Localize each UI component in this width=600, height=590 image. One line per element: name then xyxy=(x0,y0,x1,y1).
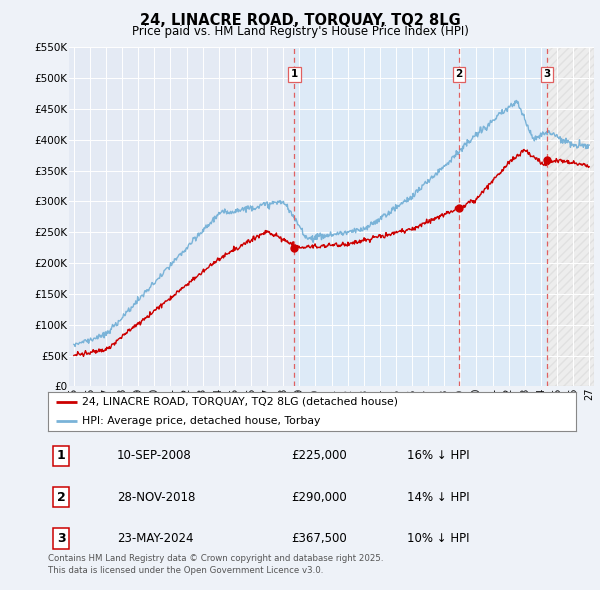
Text: 2: 2 xyxy=(57,490,65,504)
Text: 16% ↓ HPI: 16% ↓ HPI xyxy=(407,449,470,463)
Text: 3: 3 xyxy=(57,532,65,545)
Text: 3: 3 xyxy=(544,70,551,79)
Text: 10-SEP-2008: 10-SEP-2008 xyxy=(116,449,191,463)
Text: 1: 1 xyxy=(57,449,65,463)
Text: 14% ↓ HPI: 14% ↓ HPI xyxy=(407,490,470,504)
Bar xyxy=(294,47,547,386)
Text: 24, LINACRE ROAD, TORQUAY, TQ2 8LG (detached house): 24, LINACRE ROAD, TORQUAY, TQ2 8LG (deta… xyxy=(82,397,398,407)
Text: £367,500: £367,500 xyxy=(291,532,347,545)
Text: 10% ↓ HPI: 10% ↓ HPI xyxy=(407,532,470,545)
Bar xyxy=(547,47,594,386)
Text: HPI: Average price, detached house, Torbay: HPI: Average price, detached house, Torb… xyxy=(82,416,320,426)
Text: 24, LINACRE ROAD, TORQUAY, TQ2 8LG: 24, LINACRE ROAD, TORQUAY, TQ2 8LG xyxy=(140,13,460,28)
Text: 2: 2 xyxy=(455,70,463,79)
Text: £290,000: £290,000 xyxy=(291,490,347,504)
Text: Contains HM Land Registry data © Crown copyright and database right 2025.
This d: Contains HM Land Registry data © Crown c… xyxy=(48,555,383,575)
Text: £225,000: £225,000 xyxy=(291,449,347,463)
Text: 23-MAY-2024: 23-MAY-2024 xyxy=(116,532,193,545)
Bar xyxy=(547,47,594,386)
Text: Price paid vs. HM Land Registry's House Price Index (HPI): Price paid vs. HM Land Registry's House … xyxy=(131,25,469,38)
Text: 28-NOV-2018: 28-NOV-2018 xyxy=(116,490,195,504)
Text: 1: 1 xyxy=(290,70,298,79)
